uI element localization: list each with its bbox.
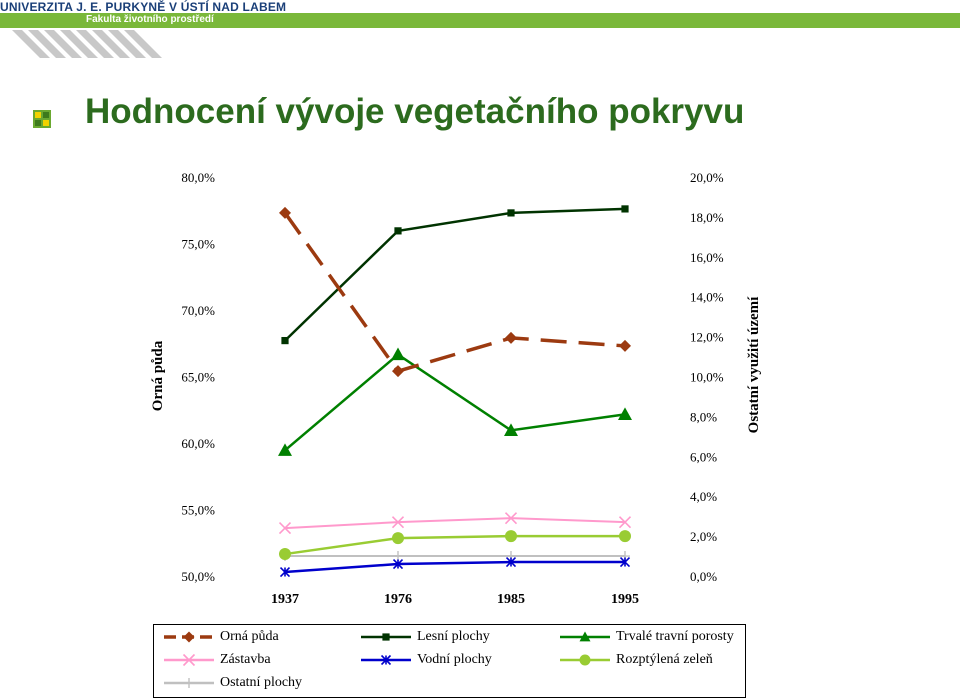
data-point [393,551,403,562]
data-point [394,227,402,235]
line-chart: 50,0% 55,0% 60,0% 65,0% 70,0% 75,0% 80,0% 0,0%… [150,170,762,607]
data-point [279,548,291,561]
legend-item: Vodní plochy [359,649,492,671]
data-point [281,336,289,345]
right-tick-label: 2,0% [690,529,717,544]
left-axis-title: Orná půda [150,340,166,411]
data-point [391,347,405,361]
series-line [284,517,626,530]
right-tick-label: 8,0% [690,409,717,424]
legend-label: Rozptýlená zeleň [616,652,713,667]
series-line [284,207,626,342]
right-tick-label: 18,0% [690,210,724,225]
right-tick-label: 14,0% [690,290,724,305]
legend-label: Orná půda [220,629,279,644]
category-label: 1976 [384,592,412,607]
data-point [619,530,631,543]
legend-swatch-ostatni [164,678,214,688]
legend-swatch-trvale [560,631,610,642]
legend-label: Zástavba [220,652,271,667]
legend-swatch-lesni [361,633,411,641]
right-tick-label: 4,0% [690,489,717,504]
brand-band [0,13,960,28]
left-tick-label: 60,0% [181,436,215,451]
series-line [283,211,626,374]
bullet-icon [33,110,51,128]
series-line [284,560,625,574]
data-point [504,423,518,436]
data-point [392,365,404,378]
left-tick-label: 65,0% [181,370,215,385]
data-point [618,516,632,529]
left-tick-label: 75,0% [181,237,215,252]
slide-title: Hodnocení vývoje vegetačního pokryvu [85,92,745,131]
right-tick-label: 20,0% [690,170,724,185]
left-tick-label: 70,0% [181,303,215,318]
category-axis-labels: 1937 1976 1985 1995 [271,592,639,607]
university-name: UNIVERZITA J. E. PURKYNĚ V ÚSTÍ NAD LABE… [0,0,287,14]
category-label: 1995 [611,592,639,607]
right-tick-label: 12,0% [690,330,724,345]
data-point [392,532,404,545]
legend-label: Lesní plochy [417,629,490,644]
data-point [505,331,517,344]
legend-swatch-zastavba [164,653,214,667]
left-tick-label: 80,0% [181,170,215,185]
data-point [619,556,631,568]
logo-stripes [12,30,162,58]
legend-item: Lesní plochy [359,626,490,648]
series-line [284,352,626,452]
data-point [278,443,292,456]
data-point [279,566,291,578]
right-axis-ticks: 0,0% 2,0% 4,0% 6,0% 8,0% 10,0% 12,0% 14,0% 16,0%… [690,170,724,584]
legend-swatch-vodni [361,654,411,666]
legend-label: Ostatní plochy [220,675,303,690]
right-tick-label: 6,0% [690,449,717,464]
slide-header: UNIVERZITA J. E. PURKYNĚ V ÚSTÍ NAD LABE… [0,0,960,62]
legend-swatch-rozptylena [560,654,610,666]
category-label: 1937 [271,592,299,607]
right-tick-label: 10,0% [690,370,724,385]
right-axis-title: Ostatní využití území [746,296,762,433]
chart-legend: Orná půda Lesní plochy Trvalé travní por… [153,624,746,698]
legend-label: Vodní plochy [417,652,492,667]
right-tick-label: 0,0% [690,569,717,584]
data-point [392,558,404,570]
data-point [505,556,517,568]
legend-item: Zástavba [162,649,271,671]
data-point [507,209,515,217]
legend-item: Rozptýlená zeleň [558,649,713,671]
data-point [279,206,291,219]
legend-swatch-orna [164,631,214,643]
data-point [618,407,632,421]
category-label: 1985 [497,592,525,607]
data-point [391,516,405,529]
series-lines [283,207,626,574]
legend-label: Trvalé travní porosty [616,629,734,644]
data-point [621,205,629,213]
data-point [505,530,517,543]
legend-item: Orná půda [162,626,279,648]
data-point [504,512,518,525]
left-tick-label: 50,0% [181,569,215,584]
legend-item: Ostatní plochy [162,672,302,694]
data-point [278,522,292,535]
left-tick-label: 55,0% [181,503,215,518]
series-line [284,534,625,556]
right-tick-label: 16,0% [690,250,724,265]
data-point [619,339,631,352]
legend-item: Trvalé travní porosty [558,626,734,648]
faculty-name: Fakulta životního prostředí [86,14,214,25]
left-axis-ticks: 50,0% 55,0% 60,0% 65,0% 70,0% 75,0% 80,0% [181,170,215,584]
series-markers [278,205,632,578]
